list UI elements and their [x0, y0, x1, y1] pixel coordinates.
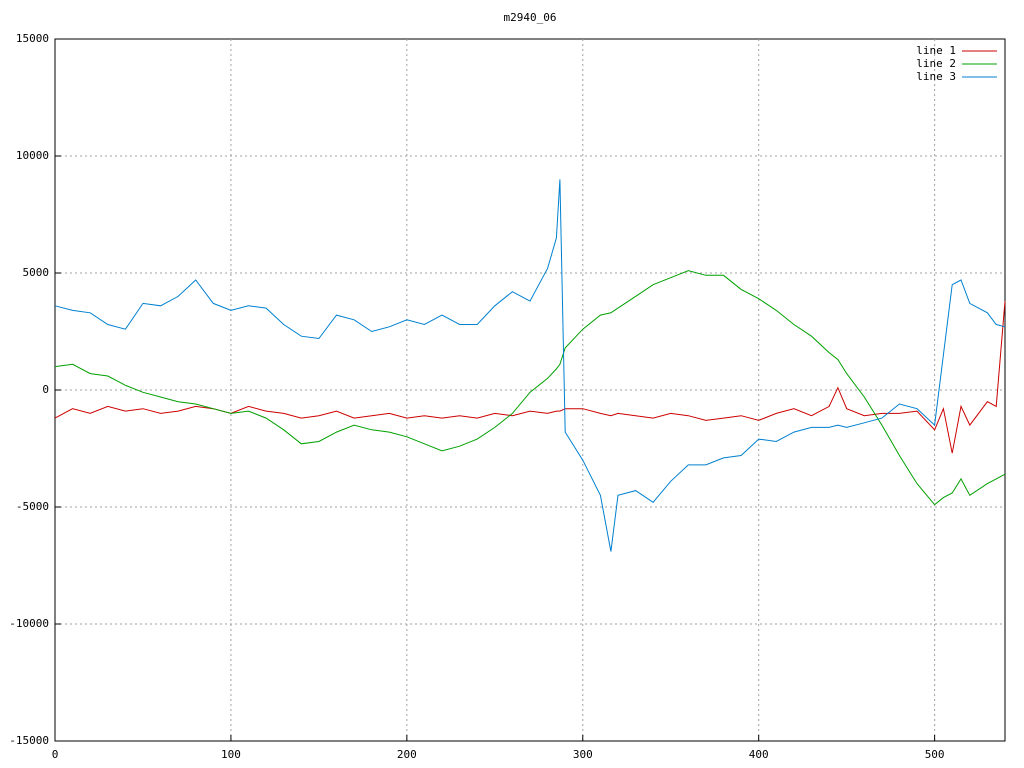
- x-tick-label: 300: [573, 748, 593, 761]
- y-tick-label: 5000: [23, 266, 50, 279]
- legend-label: line 2: [916, 57, 956, 70]
- y-tick-label: 10000: [16, 149, 49, 162]
- data-line: [54, 301, 1006, 454]
- y-tick-label: 0: [42, 383, 49, 396]
- x-tick-label: 200: [397, 748, 417, 761]
- legend-label: line 1: [916, 44, 956, 57]
- data-line: [54, 270, 1006, 506]
- y-tick-label: -5000: [16, 500, 49, 513]
- y-tick-label: -10000: [9, 617, 49, 630]
- x-tick-label: 500: [925, 748, 945, 761]
- x-tick-label: 400: [749, 748, 769, 761]
- x-tick-label: 100: [221, 748, 241, 761]
- chart-title: m2940_06: [504, 11, 557, 24]
- data-line: [54, 179, 1006, 552]
- y-tick-label: -15000: [9, 734, 49, 747]
- x-tick-label: 0: [52, 748, 59, 761]
- y-tick-label: 15000: [16, 32, 49, 45]
- legend-label: line 3: [916, 70, 956, 83]
